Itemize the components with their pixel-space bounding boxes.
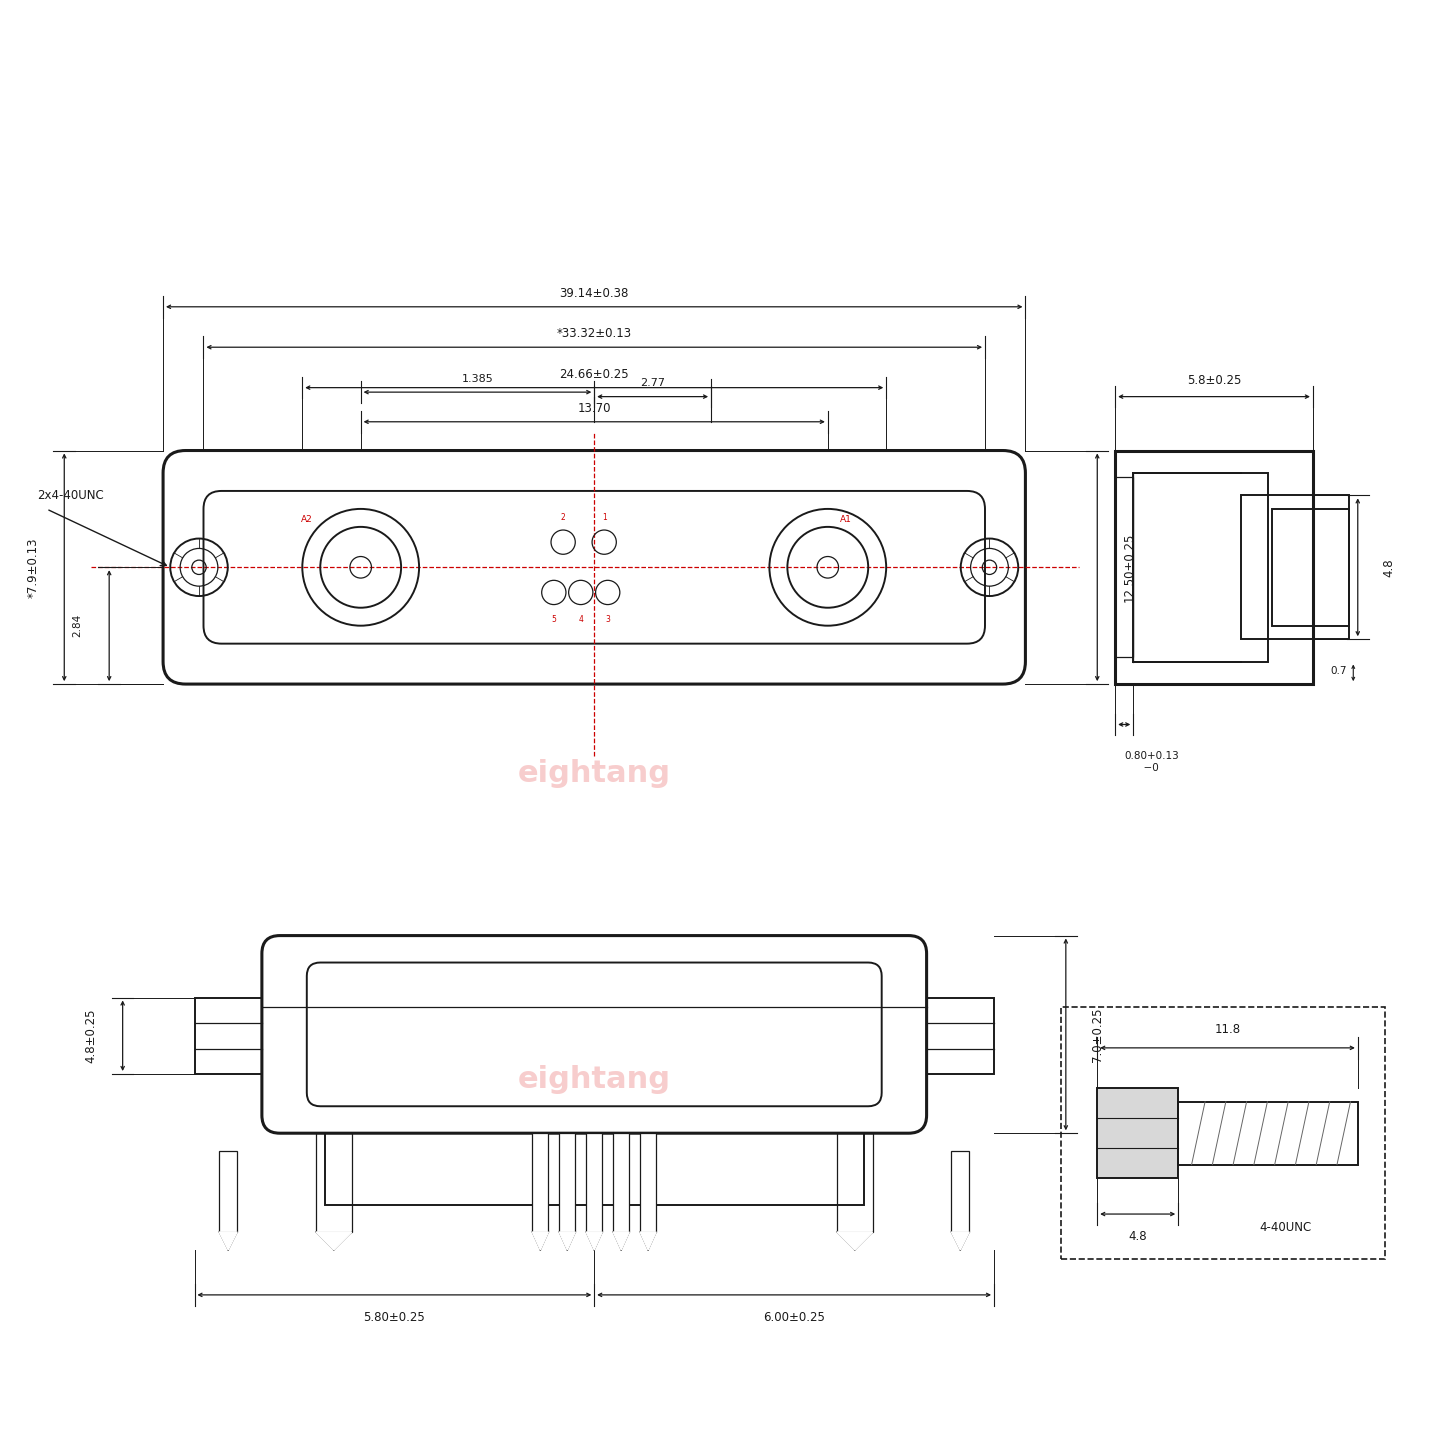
- Bar: [533, 1133, 549, 1233]
- Bar: [325, 1133, 864, 1205]
- Bar: [1115, 451, 1313, 684]
- Text: 0.80+0.13
      −0: 0.80+0.13 −0: [1125, 752, 1179, 773]
- Text: 4.8: 4.8: [1382, 557, 1395, 576]
- Text: 1.385: 1.385: [462, 373, 494, 383]
- Polygon shape: [219, 1233, 238, 1250]
- Polygon shape: [837, 1233, 873, 1250]
- Bar: [559, 1133, 576, 1233]
- Text: 2x4-40UNC: 2x4-40UNC: [37, 490, 104, 503]
- Polygon shape: [533, 1233, 549, 1250]
- Polygon shape: [315, 1233, 351, 1250]
- Polygon shape: [586, 1233, 602, 1250]
- Polygon shape: [613, 1233, 629, 1250]
- Bar: [1178, 1102, 1358, 1165]
- Text: 4: 4: [579, 615, 583, 624]
- Text: eightang: eightang: [518, 1064, 671, 1094]
- Bar: [586, 1133, 602, 1233]
- Bar: [1273, 508, 1349, 626]
- Text: *33.32±0.13: *33.32±0.13: [557, 327, 632, 340]
- Text: 5.8±0.25: 5.8±0.25: [1187, 374, 1241, 387]
- Text: 24.66±0.25: 24.66±0.25: [559, 367, 629, 380]
- Text: 3: 3: [605, 615, 611, 624]
- Bar: [1115, 478, 1133, 657]
- Polygon shape: [639, 1233, 657, 1250]
- Bar: [1133, 472, 1269, 661]
- Bar: [219, 1151, 238, 1233]
- Text: 13.70: 13.70: [577, 402, 611, 415]
- Text: 2: 2: [560, 514, 566, 523]
- Text: 11.8: 11.8: [1214, 1024, 1241, 1037]
- Bar: [194, 998, 262, 1074]
- Text: 39.14±0.38: 39.14±0.38: [560, 287, 629, 300]
- Polygon shape: [952, 1233, 969, 1250]
- Text: 2.77: 2.77: [641, 379, 665, 389]
- Bar: [926, 998, 994, 1074]
- Bar: [1097, 1089, 1178, 1178]
- Text: 12.50±0.25: 12.50±0.25: [1122, 533, 1135, 602]
- Bar: [952, 1151, 969, 1233]
- Bar: [1241, 495, 1349, 639]
- Text: eightang: eightang: [518, 759, 671, 788]
- Text: A2: A2: [301, 516, 312, 524]
- Bar: [837, 1133, 873, 1233]
- Polygon shape: [559, 1233, 576, 1250]
- Text: 4-40UNC: 4-40UNC: [1260, 1221, 1312, 1234]
- Bar: [613, 1133, 629, 1233]
- Text: 5.80±0.25: 5.80±0.25: [363, 1310, 425, 1323]
- Text: 2.84: 2.84: [73, 613, 82, 638]
- Text: 6.00±0.25: 6.00±0.25: [763, 1310, 825, 1323]
- Text: 7.0±0.25: 7.0±0.25: [1090, 1007, 1104, 1061]
- Text: 4.8: 4.8: [1129, 1230, 1148, 1243]
- Bar: [315, 1133, 351, 1233]
- Text: 5: 5: [552, 615, 556, 624]
- Text: 1: 1: [602, 514, 606, 523]
- Text: A1: A1: [840, 516, 851, 524]
- Text: 4.8±0.25: 4.8±0.25: [85, 1008, 98, 1063]
- Text: *7.9±0.13: *7.9±0.13: [26, 537, 39, 598]
- Text: 0.7: 0.7: [1331, 665, 1348, 675]
- Bar: [1061, 1008, 1385, 1259]
- Bar: [639, 1133, 657, 1233]
